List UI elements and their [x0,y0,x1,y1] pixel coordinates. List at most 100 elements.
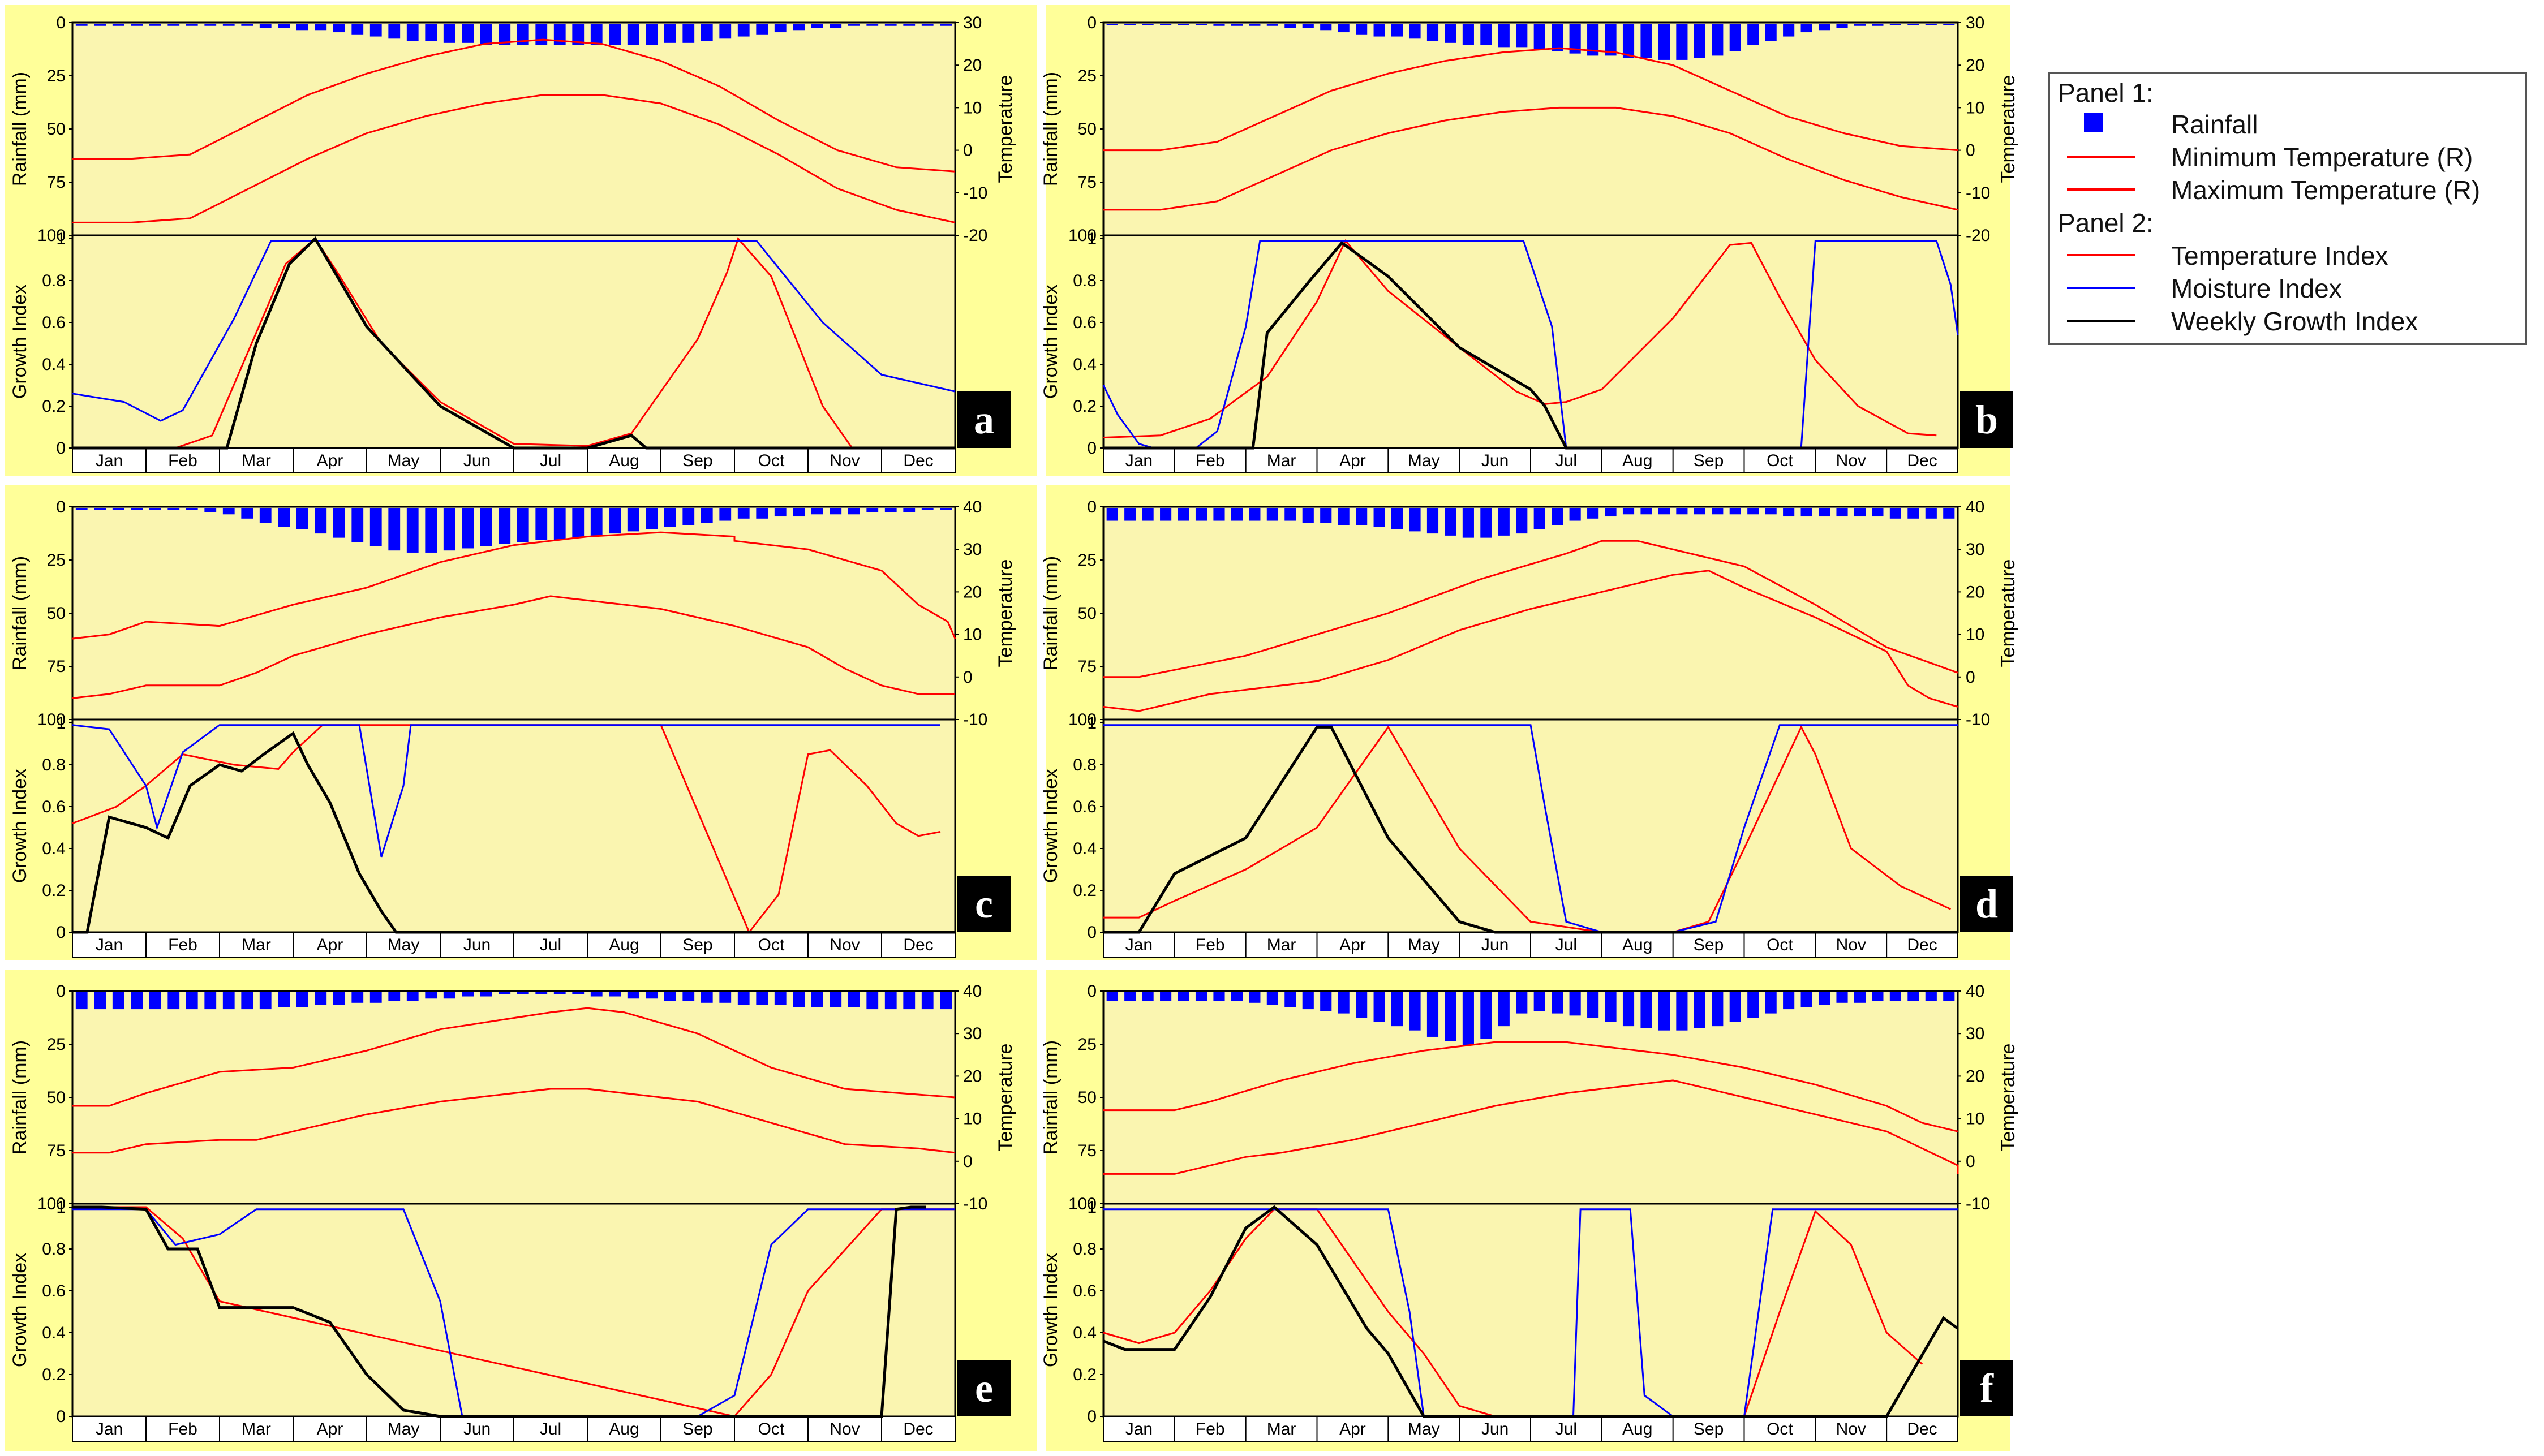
rainfall-bar [259,24,272,28]
growth-tick-label: 1 [1087,230,1097,248]
growth-tick-label: 0 [56,1407,66,1426]
rainfall-bar [94,508,106,510]
rainfall-bar [1765,508,1777,515]
rainfall-bar [1516,992,1528,1014]
month-label-sep: Sep [1694,451,1724,470]
min-temperature-line [72,595,955,699]
temperature-axis-title: Temperature [995,559,1016,667]
rainfall-bar [1302,24,1314,28]
rainfall-bar [1462,992,1474,1045]
rainfall-bar [1587,992,1599,1018]
growth-tick-label: 0 [1087,439,1097,458]
rainfall-axis-title: Rainfall (mm) [9,72,31,186]
rainfall-bar [131,992,143,1010]
rain-tick-label: 75 [47,1141,66,1160]
temp-tick-label: 30 [1966,1024,1984,1043]
rainfall-bar [553,992,566,994]
rainfall-bar [222,508,235,515]
month-label-apr: Apr [317,451,343,470]
rainfall-bar [1320,24,1332,31]
rainfall-bar [1356,992,1368,1018]
panel-letter-c: c [975,881,993,927]
legend-growth-index-line [2067,320,2135,322]
rain-tick-label: 75 [1078,657,1097,676]
month-label-jan: Jan [96,936,123,954]
rainfall-bar [1249,992,1261,1003]
month-label-oct: Oct [758,936,785,954]
panel-c: Jan Feb Mar Apr May Jun Jul Aug Sep Oct Nov Dec 0 25 5… [5,485,1037,960]
rainfall-bar [425,508,437,553]
rainfall-bar [1391,992,1403,1027]
rain-tick-label: 75 [47,173,66,192]
rainfall-bar [149,992,161,1010]
rainfall-bar [1373,24,1385,37]
temperature-index-line [1103,1208,1923,1418]
rainfall-bar [241,508,253,519]
rain-tick-label: 0 [1087,14,1097,32]
growth-tick-label: 0.4 [42,839,66,858]
growth-tick-label: 0.6 [1073,313,1097,332]
rainfall-bar [1800,992,1812,1007]
rainfall-bar [1729,24,1741,51]
rainfall-bar [1445,24,1456,43]
rainfall-bar [1907,508,1919,519]
temp-tick-label: 30 [963,14,982,32]
temp-tick-label: 0 [963,1152,973,1171]
temp-tick-label: 10 [963,1110,982,1128]
rainfall-bar [921,992,934,1010]
rainfall-bar [204,992,217,1010]
rainfall-bar [443,992,455,999]
rainfall-bar [1302,992,1314,1010]
month-label-nov: Nov [830,936,860,954]
legend-item-max-temp: Maximum Temperature (R) [2050,175,2525,206]
top-plot-area [1102,506,1959,721]
rainfall-bar [388,992,401,1001]
month-label-mar: Mar [242,451,271,470]
temperature-index-line [1103,239,1937,438]
rainfall-bar [1320,992,1332,1011]
month-label-jun: Jun [1481,936,1509,954]
rainfall-bar [811,992,823,1007]
legend-rainfall-swatch [2084,113,2103,132]
rain-tick-label: 100 [37,710,66,729]
rainfall-bar [572,24,585,45]
growth-axis-title: Growth Index [9,769,31,883]
growth-axis-title: Growth Index [1040,285,1062,399]
rainfall-bar [1266,24,1278,26]
rain-tick-label: 50 [1078,120,1097,139]
rainfall-bar [278,508,290,527]
rainfall-bar [94,992,106,1010]
month-label-dec: Dec [903,936,933,954]
legend-moisture-index-line [2067,287,2135,289]
legend-panel2-header: Panel 2: [2058,208,2154,238]
month-label-apr: Apr [1339,1420,1366,1438]
rainfall-bar [1178,24,1189,25]
rainfall-bar [1622,508,1635,515]
temp-tick-label: 40 [963,982,982,1001]
growth-index-line [72,731,955,934]
temp-tick-label: 20 [963,1067,982,1085]
month-label-jul: Jul [1555,936,1577,954]
month-label-mar: Mar [242,936,271,954]
month-label-jul: Jul [1555,1420,1577,1438]
rainfall-bar [1694,992,1705,1028]
growth-axis-title: Growth Index [1040,769,1062,883]
rainfall-bar [1533,508,1545,529]
panel-letter-badge [1960,391,2013,448]
rainfall-bar [462,508,474,549]
rainfall-bar [259,508,272,523]
rainfall-bar [186,992,198,1010]
rainfall-bar [1213,24,1225,26]
temp-tick-label: 30 [1966,14,1984,32]
panel-f: Jan Feb Mar Apr May Jun Jul Aug Sep Oct Nov Dec 0 25 5… [1040,970,2019,1451]
month-label-sep: Sep [1694,1420,1724,1438]
rainfall-bar [609,992,621,997]
rainfall-bar [1426,508,1439,534]
month-label-apr: Apr [1339,451,1366,470]
month-label-aug: Aug [609,1420,639,1438]
growth-tick-label: 0.6 [1073,798,1097,816]
month-label-dec: Dec [903,451,933,470]
rainfall-bar [94,24,106,26]
rainfall-bar [811,508,823,515]
rainfall-bar [609,508,621,534]
